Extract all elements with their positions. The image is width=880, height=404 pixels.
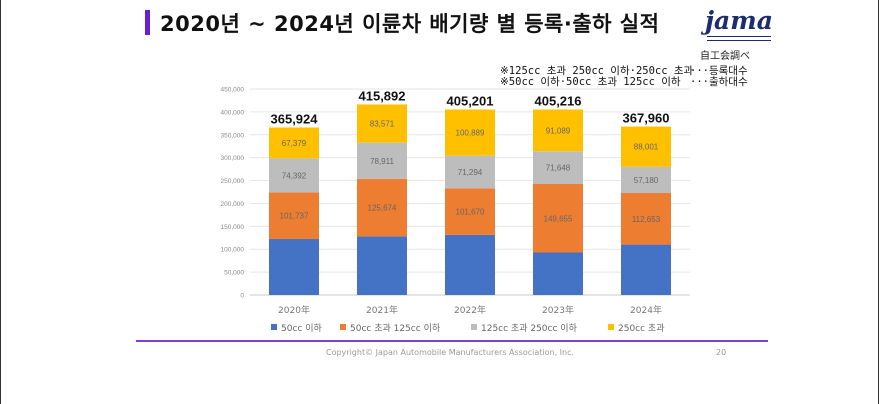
data-label: 125,674 [368, 204, 397, 213]
bar-segment [621, 193, 671, 245]
y-tick-label: 250,000 [221, 178, 245, 185]
total-label: 405,201 [447, 94, 494, 109]
note-shipment: ※50cc 이하·50cc 초과 125cc 이하 [500, 76, 681, 88]
data-label: 57,180 [634, 176, 659, 185]
total-label: 415,892 [359, 88, 406, 103]
bar-segment [445, 109, 495, 156]
x-tick-label: 2022年 [454, 304, 486, 316]
bar-segment [533, 183, 583, 253]
y-tick-label: 300,000 [221, 155, 245, 162]
legend-swatch [340, 324, 346, 330]
bar-segment [269, 238, 319, 295]
y-tick-label: 0 [240, 293, 244, 300]
frame-left-border [0, 0, 1, 404]
bar-segment [533, 252, 583, 295]
data-label: 91,089 [546, 126, 571, 135]
legend-label: 50cc 이하 [281, 323, 322, 334]
x-tick-label: 2020年 [278, 304, 310, 316]
legend-label: 250cc 초과 [618, 323, 665, 334]
data-label: 71,648 [546, 164, 571, 173]
legend-swatch [471, 324, 477, 330]
bar-segment [533, 109, 583, 152]
bar-segment [621, 126, 671, 167]
page-number: 20 [716, 348, 727, 357]
footer-divider [136, 340, 768, 342]
page-title: 2020년 ~ 2024년 이륜차 배기량 별 등록·출하 실적 [160, 12, 660, 36]
data-label: 67,379 [282, 139, 307, 148]
y-tick-label: 100,000 [221, 247, 245, 254]
note-registration-suffix: ···등록대수 [690, 65, 748, 77]
bar-segment [533, 151, 583, 184]
bar-segment [621, 244, 671, 295]
bar-segment [357, 236, 407, 295]
data-label: 78,911 [370, 157, 394, 166]
copyright-text: Copyright© Japan Automobile Manufacturer… [326, 348, 575, 357]
legend-swatch [608, 324, 614, 330]
data-label: 101,670 [456, 208, 485, 217]
y-tick-label: 200,000 [221, 201, 245, 208]
frame-right-border [878, 0, 879, 404]
title-accent-bar [145, 10, 150, 35]
y-tick-label: 450,000 [221, 87, 245, 94]
jama-logo: jama [705, 6, 773, 42]
x-tick-label: 2024年 [630, 304, 662, 316]
bar-segment [269, 127, 319, 159]
total-label: 365,924 [271, 111, 319, 126]
data-label: 101,737 [280, 212, 309, 221]
y-tick-label: 350,000 [221, 132, 245, 139]
logo-text: jama [705, 6, 773, 35]
data-label: 74,392 [282, 171, 307, 180]
bar-segment [357, 104, 407, 143]
bar-segment [445, 188, 495, 235]
y-tick-label: 150,000 [221, 224, 245, 231]
logo-underline [707, 36, 771, 41]
legend-label: 50cc 초과 125cc 이하 [350, 323, 441, 334]
note-shipment-suffix: ···출하대수 [690, 76, 748, 88]
bar-segment [445, 155, 495, 189]
source-label: 自工会調べ [700, 51, 750, 62]
note-registration: ※125cc 초과 250cc 이하·250cc 초과 [500, 65, 694, 77]
total-label: 405,216 [535, 94, 582, 109]
bar-segment [269, 192, 319, 239]
bar-segment [357, 142, 407, 179]
legend-swatch [271, 324, 277, 330]
data-label: 100,889 [456, 129, 485, 138]
data-label: 112,653 [632, 215, 661, 224]
x-tick-label: 2023年 [542, 304, 574, 316]
y-tick-label: 400,000 [221, 109, 245, 116]
bar-segment [269, 158, 319, 193]
bar-segment [445, 234, 495, 295]
data-label: 71,294 [458, 168, 483, 177]
total-label: 367,960 [623, 111, 670, 126]
y-tick-label: 50,000 [224, 270, 244, 277]
bar-segment [357, 178, 407, 237]
data-label: 88,001 [634, 143, 659, 152]
legend-label: 125cc 초과 250cc 이하 [481, 323, 578, 334]
bar-segment [621, 166, 671, 194]
data-label: 83,571 [370, 120, 395, 129]
x-tick-label: 2021年 [366, 304, 398, 316]
data-label: 149,655 [544, 214, 573, 223]
